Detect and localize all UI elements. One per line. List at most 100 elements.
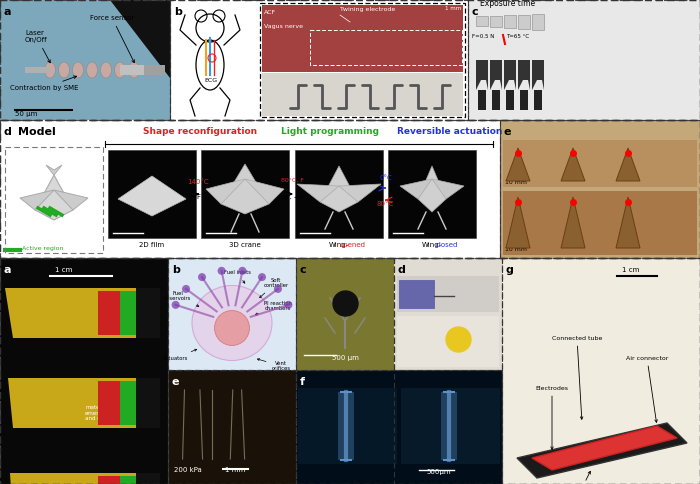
Ellipse shape bbox=[214, 311, 249, 346]
Circle shape bbox=[258, 273, 266, 281]
Text: T=65 °C: T=65 °C bbox=[506, 34, 529, 39]
Bar bbox=[118, 476, 138, 484]
Polygon shape bbox=[517, 423, 687, 478]
Polygon shape bbox=[504, 60, 516, 90]
Bar bbox=[492, 90, 500, 110]
Bar bbox=[98, 291, 120, 335]
Bar bbox=[295, 150, 383, 238]
Text: PI reaction
chambers: PI reaction chambers bbox=[256, 301, 292, 315]
Text: Force sensor: Force sensor bbox=[90, 15, 134, 63]
Text: b: b bbox=[174, 7, 182, 17]
Text: 1 mm: 1 mm bbox=[225, 467, 245, 473]
Bar bbox=[136, 473, 160, 484]
Bar bbox=[490, 16, 502, 27]
Bar bbox=[136, 378, 160, 428]
Ellipse shape bbox=[59, 62, 69, 78]
Polygon shape bbox=[532, 60, 544, 90]
Bar bbox=[98, 381, 120, 425]
Text: 1 mm: 1 mm bbox=[445, 6, 461, 11]
Bar bbox=[120, 65, 144, 75]
Bar bbox=[296, 258, 394, 370]
Ellipse shape bbox=[115, 62, 125, 78]
Ellipse shape bbox=[192, 286, 272, 361]
Bar bbox=[503, 140, 697, 187]
Bar bbox=[296, 370, 502, 484]
Text: f: f bbox=[300, 377, 305, 387]
Polygon shape bbox=[476, 60, 488, 90]
Bar bbox=[296, 370, 502, 484]
Text: Connected tube: Connected tube bbox=[552, 335, 602, 419]
Text: 3D crane: 3D crane bbox=[229, 242, 261, 248]
Bar bbox=[532, 14, 544, 30]
Text: Model: Model bbox=[18, 127, 56, 137]
Text: Wing-: Wing- bbox=[422, 242, 442, 248]
Polygon shape bbox=[616, 197, 640, 248]
Polygon shape bbox=[35, 175, 73, 220]
Bar bbox=[502, 258, 700, 484]
Text: Zipping angle, α: Zipping angle, α bbox=[556, 471, 608, 484]
Text: 140°C: 140°C bbox=[188, 179, 209, 185]
Bar bbox=[170, 0, 468, 120]
Bar bbox=[170, 0, 468, 120]
Bar bbox=[0, 120, 700, 258]
Bar bbox=[118, 291, 138, 335]
Text: 200 kPa: 200 kPa bbox=[174, 467, 202, 473]
Text: Wing-: Wing- bbox=[329, 242, 349, 248]
Bar bbox=[518, 15, 530, 29]
Text: a: a bbox=[4, 265, 11, 275]
Polygon shape bbox=[46, 165, 62, 175]
Ellipse shape bbox=[129, 62, 139, 78]
Bar bbox=[262, 5, 463, 72]
Bar bbox=[401, 388, 500, 464]
Bar bbox=[500, 120, 700, 258]
Polygon shape bbox=[561, 148, 585, 181]
Bar bbox=[0, 0, 700, 120]
Ellipse shape bbox=[45, 62, 55, 78]
Bar bbox=[394, 258, 502, 370]
Text: b: b bbox=[172, 265, 180, 275]
Text: Twining electrode: Twining electrode bbox=[340, 7, 395, 12]
Text: 500 μm: 500 μm bbox=[332, 355, 358, 361]
Text: Reversible actuation: Reversible actuation bbox=[398, 127, 503, 136]
Circle shape bbox=[284, 301, 293, 309]
Polygon shape bbox=[20, 190, 54, 210]
Bar bbox=[136, 288, 160, 338]
Bar bbox=[338, 392, 354, 460]
Text: Electrodes: Electrodes bbox=[536, 385, 568, 449]
Text: material
emerges
and everts: material emerges and everts bbox=[85, 405, 120, 425]
Polygon shape bbox=[206, 179, 245, 204]
Text: Active region: Active region bbox=[22, 246, 64, 251]
Text: Contraction by SME: Contraction by SME bbox=[10, 76, 78, 91]
Bar bbox=[144, 65, 165, 75]
Circle shape bbox=[182, 285, 190, 293]
Bar bbox=[506, 90, 514, 110]
Text: closed: closed bbox=[436, 242, 459, 248]
Text: 1 cm: 1 cm bbox=[55, 267, 72, 273]
Bar bbox=[262, 5, 463, 72]
Ellipse shape bbox=[101, 62, 111, 78]
Bar bbox=[468, 0, 700, 120]
Bar bbox=[0, 120, 500, 258]
Text: 80°C, F: 80°C, F bbox=[281, 178, 303, 183]
Bar bbox=[168, 258, 296, 370]
Text: Vent
orifices: Vent orifices bbox=[258, 359, 290, 371]
Text: 2D film: 2D film bbox=[139, 242, 164, 248]
Bar bbox=[298, 388, 397, 464]
Polygon shape bbox=[506, 197, 530, 248]
Bar bbox=[534, 90, 542, 110]
Bar bbox=[388, 150, 476, 238]
Text: 500μm: 500μm bbox=[427, 469, 452, 475]
Polygon shape bbox=[110, 0, 170, 78]
Bar bbox=[478, 90, 486, 110]
Bar bbox=[201, 150, 289, 238]
Polygon shape bbox=[245, 179, 284, 204]
Circle shape bbox=[198, 273, 206, 281]
Bar bbox=[399, 280, 434, 308]
Bar bbox=[108, 150, 196, 238]
Text: Soft
controller: Soft controller bbox=[260, 278, 288, 298]
Bar bbox=[0, 120, 500, 258]
Bar bbox=[397, 276, 499, 312]
Polygon shape bbox=[5, 288, 153, 338]
Bar bbox=[468, 0, 700, 120]
Bar bbox=[441, 392, 457, 460]
